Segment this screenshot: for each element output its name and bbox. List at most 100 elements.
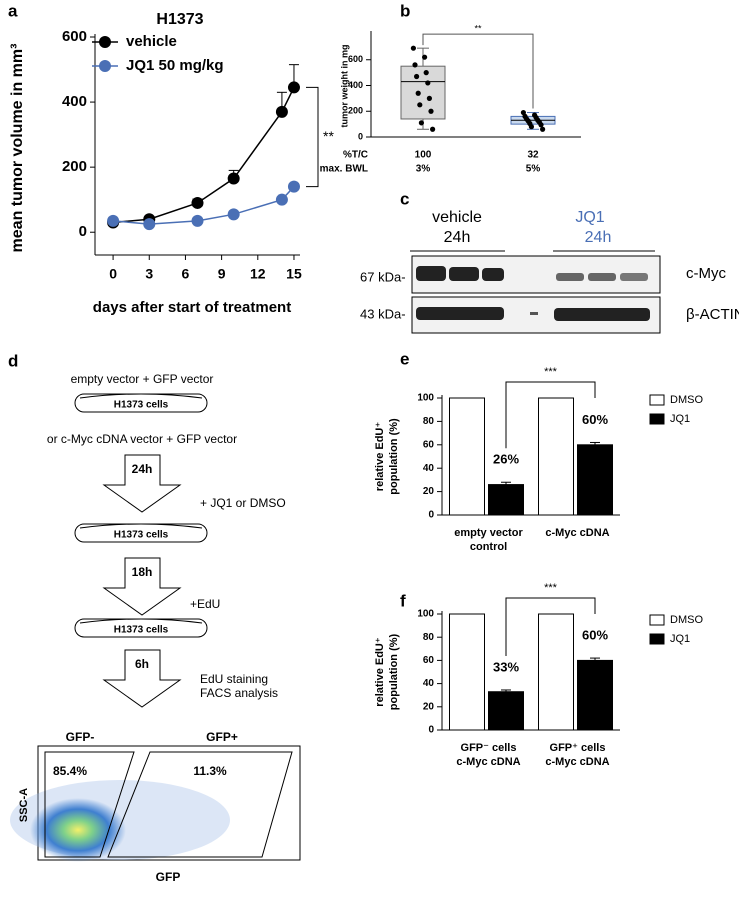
group-label: 24h xyxy=(585,229,612,246)
x-tick-label: 12 xyxy=(250,266,266,282)
y-axis-label: population (%) xyxy=(388,633,400,710)
y-tick-label: 0 xyxy=(428,725,434,736)
dish xyxy=(74,618,208,638)
y-axis-label: tumor weight in mg xyxy=(339,45,349,128)
y-tick-label: 80 xyxy=(423,632,435,643)
table-cell: 3% xyxy=(416,164,431,175)
significance: *** xyxy=(544,366,558,378)
marker xyxy=(227,172,240,185)
series-line xyxy=(113,186,295,225)
legend-swatch xyxy=(649,614,665,626)
table-row-label: %T/C xyxy=(343,150,368,161)
workflow-panel: d empty vector + GFP vector H1373 cells … xyxy=(8,351,286,708)
arrow-label: 24h xyxy=(132,462,153,476)
chart-title: H1373 xyxy=(156,11,203,28)
y-tick-label: 20 xyxy=(423,486,435,497)
dish xyxy=(74,523,208,543)
panel-letter: a xyxy=(8,1,18,20)
y-axis-label: relative EdU⁺ xyxy=(374,422,386,492)
y-tick-label: 400 xyxy=(62,93,87,110)
x-tick-label: c-Myc cDNA xyxy=(545,756,609,768)
legend-marker xyxy=(99,36,111,48)
note: empty vector + GFP vector xyxy=(71,372,214,386)
y-tick-label: 60 xyxy=(423,655,435,666)
x-tick-label: 3 xyxy=(145,266,153,282)
y-axis-label: SSC-A xyxy=(18,788,30,822)
y-tick-label: 0 xyxy=(428,510,434,521)
series-line xyxy=(113,87,295,224)
note: or c-Myc cDNA vector + GFP vector xyxy=(47,432,237,446)
bar xyxy=(577,444,613,516)
marker xyxy=(191,196,204,209)
dish-label: H1373 cells xyxy=(114,400,169,411)
value-label: 60% xyxy=(582,628,608,643)
y-axis-label: relative EdU⁺ xyxy=(374,637,386,707)
significance-bracket xyxy=(306,86,319,188)
legend-label: JQ1 xyxy=(670,633,690,645)
x-axis-label: GFP xyxy=(156,870,181,884)
significance-bracket xyxy=(505,597,596,656)
marker xyxy=(107,214,120,227)
y-tick-label: 600 xyxy=(348,54,363,64)
value-label: 26% xyxy=(493,452,519,467)
significance: ** xyxy=(474,24,482,34)
table-cell: 100 xyxy=(415,150,432,161)
group-label: 24h xyxy=(444,229,471,246)
data-point xyxy=(415,90,421,96)
y-axis-label: population (%) xyxy=(388,418,400,495)
data-point xyxy=(414,73,420,80)
group-label: vehicle xyxy=(432,209,482,226)
note: +EdU xyxy=(190,597,220,611)
dish xyxy=(74,393,208,413)
x-tick-label: GFP⁺ cells xyxy=(550,742,606,754)
arrow-label: 6h xyxy=(135,657,149,671)
facs-plot: GFP- GFP+ 85.4% 11.3% SSC-A GFP xyxy=(10,730,301,884)
arrow xyxy=(102,649,182,708)
data-point xyxy=(538,122,544,128)
marker xyxy=(143,218,156,231)
bar xyxy=(538,397,574,516)
protein-label: c-Myc xyxy=(686,265,726,282)
arrow-label: 18h xyxy=(132,565,153,579)
data-point xyxy=(528,124,535,130)
gate-label: GFP- xyxy=(66,730,95,744)
bar xyxy=(449,397,485,516)
marker xyxy=(227,208,240,221)
blot-panel: c vehicle 24h JQ1 24h 67 kDa- 43 kDa- c-… xyxy=(360,189,739,334)
data-point xyxy=(412,62,418,68)
marker xyxy=(287,180,300,193)
bands xyxy=(416,266,650,321)
box xyxy=(400,65,446,120)
data-point xyxy=(430,126,436,132)
data-point xyxy=(410,45,416,51)
x-tick-label: 0 xyxy=(109,266,117,282)
x-axis-label: days after start of treatment xyxy=(93,299,291,316)
panel-letter: b xyxy=(400,1,410,20)
gate-percentage: 85.4% xyxy=(53,764,87,778)
data-point xyxy=(418,120,424,126)
data-point xyxy=(426,95,432,101)
table-cell: 32 xyxy=(527,150,539,161)
x-tick-label: 6 xyxy=(182,266,190,282)
legend-label: DMSO xyxy=(670,394,703,406)
legend-swatch xyxy=(649,394,665,406)
data-point xyxy=(423,70,429,76)
y-tick-label: 200 xyxy=(62,158,87,175)
value-label: 33% xyxy=(493,659,519,674)
protein-label: β-ACTIN xyxy=(686,306,739,323)
y-tick-label: 40 xyxy=(423,678,435,689)
table-cell: 5% xyxy=(526,164,541,175)
note: FACS analysis xyxy=(200,686,278,700)
gate-percentage: 11.3% xyxy=(193,764,227,778)
x-tick-label: control xyxy=(470,541,507,553)
marker xyxy=(275,105,288,118)
significance: ** xyxy=(323,128,334,144)
y-tick-label: 40 xyxy=(423,463,435,474)
legend-label: DMSO xyxy=(670,614,703,626)
x-tick-label: 15 xyxy=(286,266,302,282)
note: EdU staining xyxy=(200,672,268,686)
data-point xyxy=(417,102,423,108)
marker xyxy=(287,81,300,94)
gate xyxy=(44,751,135,858)
arrow xyxy=(102,557,182,616)
